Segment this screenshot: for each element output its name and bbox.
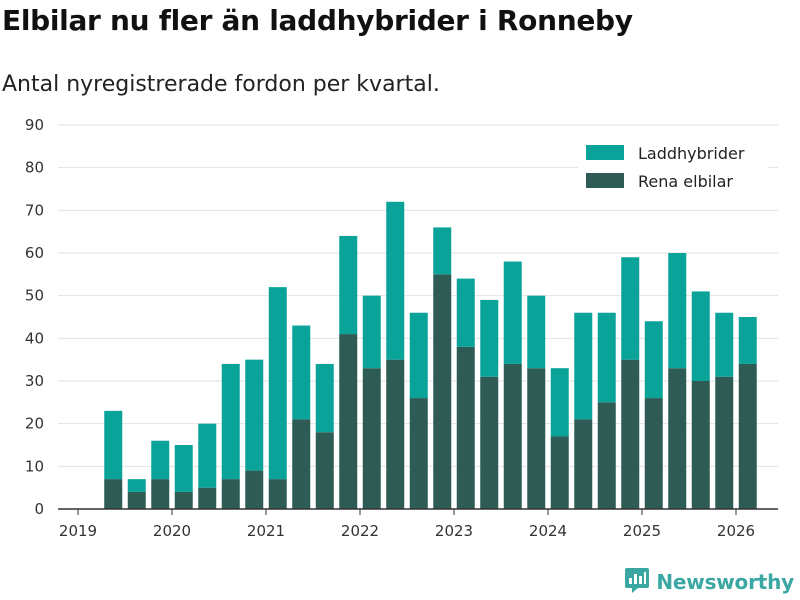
y-tick-label: 80 bbox=[25, 159, 44, 177]
bar-rena-elbilar bbox=[597, 402, 616, 509]
bar-rena-elbilar bbox=[691, 381, 710, 509]
bar-laddhybrider bbox=[550, 368, 569, 437]
bar-rena-elbilar bbox=[315, 432, 334, 509]
bar-laddhybrider bbox=[527, 295, 546, 369]
bar-laddhybrider bbox=[503, 261, 522, 364]
bar-laddhybrider bbox=[315, 363, 334, 433]
bar-rena-elbilar bbox=[715, 376, 734, 509]
bar-rena-elbilar bbox=[127, 491, 146, 509]
bar-rena-elbilar bbox=[409, 398, 428, 509]
y-tick-label: 30 bbox=[25, 372, 44, 390]
x-tick-label: 2019 bbox=[59, 522, 97, 540]
brand: Newsworthy bbox=[624, 568, 794, 596]
bar-rena-elbilar bbox=[198, 487, 217, 509]
chart-title: Elbilar nu fler än laddhybrider i Ronneb… bbox=[2, 4, 633, 37]
bar-laddhybrider bbox=[245, 359, 264, 471]
bar-rena-elbilar bbox=[362, 368, 381, 509]
bar-laddhybrider bbox=[574, 312, 593, 420]
bar-rena-elbilar bbox=[644, 398, 663, 509]
bar-laddhybrider bbox=[198, 423, 217, 488]
bars bbox=[104, 201, 757, 509]
bar-laddhybrider bbox=[409, 312, 428, 399]
y-axis-ticks: 0 10 20 30 40 50 60 70 80 90 bbox=[25, 116, 44, 518]
bar-rena-elbilar bbox=[527, 368, 546, 509]
x-tick-label: 2024 bbox=[529, 522, 567, 540]
bar-rena-elbilar bbox=[339, 334, 358, 509]
bar-laddhybrider bbox=[104, 410, 123, 480]
bar-laddhybrider bbox=[597, 312, 616, 403]
bar-laddhybrider bbox=[433, 227, 452, 275]
newsworthy-logo-icon bbox=[624, 566, 650, 598]
legend-swatch bbox=[586, 173, 624, 188]
bar-rena-elbilar bbox=[174, 491, 193, 509]
bar-rena-elbilar bbox=[480, 376, 499, 509]
bar-laddhybrider bbox=[386, 201, 405, 360]
legend: Laddhybrider Rena elbilar bbox=[578, 137, 768, 199]
bar-laddhybrider bbox=[621, 257, 640, 360]
bar-laddhybrider bbox=[174, 445, 193, 492]
bar-rena-elbilar bbox=[668, 368, 687, 509]
bar-rena-elbilar bbox=[550, 436, 569, 509]
bar-rena-elbilar bbox=[386, 359, 405, 509]
bar-laddhybrider bbox=[456, 278, 475, 347]
x-tick-label: 2026 bbox=[717, 522, 755, 540]
x-tick-label: 2023 bbox=[435, 522, 473, 540]
x-axis: 2019 2020 2021 2022 2023 2024 2025 2026 bbox=[58, 508, 778, 540]
legend-label: Laddhybrider bbox=[638, 144, 745, 163]
bar-rena-elbilar bbox=[268, 479, 287, 509]
bar-laddhybrider bbox=[151, 440, 170, 480]
bar-laddhybrider bbox=[268, 287, 287, 480]
y-tick-label: 20 bbox=[25, 415, 44, 433]
bar-laddhybrider bbox=[480, 299, 499, 377]
bar-rena-elbilar bbox=[221, 479, 240, 509]
bar-rena-elbilar bbox=[104, 479, 123, 509]
bar-rena-elbilar bbox=[574, 419, 593, 509]
x-tick-label: 2025 bbox=[623, 522, 661, 540]
bar-laddhybrider bbox=[668, 253, 687, 369]
bar-laddhybrider bbox=[362, 295, 381, 369]
bar-rena-elbilar bbox=[292, 419, 311, 509]
chart-subtitle: Antal nyregistrerade fordon per kvartal. bbox=[2, 72, 440, 97]
bar-laddhybrider bbox=[691, 291, 710, 381]
y-tick-label: 40 bbox=[25, 329, 44, 347]
bar-rena-elbilar bbox=[245, 470, 264, 509]
legend-label: Rena elbilar bbox=[638, 172, 733, 191]
y-tick-label: 90 bbox=[25, 116, 44, 134]
y-tick-label: 60 bbox=[25, 244, 44, 262]
bar-laddhybrider bbox=[292, 325, 311, 420]
y-tick-label: 70 bbox=[25, 201, 44, 219]
bar-rena-elbilar bbox=[503, 363, 522, 509]
bar-rena-elbilar bbox=[456, 346, 475, 509]
bar-laddhybrider bbox=[644, 321, 663, 399]
bar-laddhybrider bbox=[221, 363, 240, 480]
legend-swatch bbox=[586, 145, 624, 160]
x-tick-label: 2020 bbox=[153, 522, 191, 540]
bar-laddhybrider bbox=[715, 312, 734, 377]
bar-rena-elbilar bbox=[621, 359, 640, 509]
bar-rena-elbilar bbox=[151, 479, 170, 509]
y-tick-label: 10 bbox=[25, 457, 44, 475]
brand-name: Newsworthy bbox=[656, 570, 794, 594]
bar-laddhybrider bbox=[339, 235, 358, 335]
bar-laddhybrider bbox=[127, 479, 146, 492]
y-tick-label: 50 bbox=[25, 287, 44, 305]
y-tick-label: 0 bbox=[34, 500, 44, 518]
bar-rena-elbilar bbox=[433, 274, 452, 509]
bar-laddhybrider bbox=[738, 317, 757, 364]
bar-rena-elbilar bbox=[738, 363, 757, 509]
x-tick-label: 2021 bbox=[247, 522, 285, 540]
x-tick-label: 2022 bbox=[341, 522, 379, 540]
